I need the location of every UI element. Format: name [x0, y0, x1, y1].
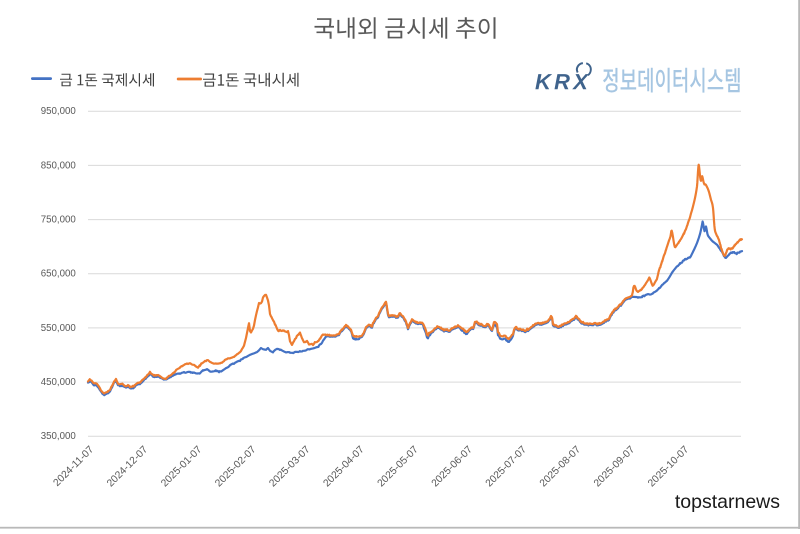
- svg-text:950,000: 950,000: [41, 106, 77, 117]
- svg-text:650,000: 650,000: [41, 269, 77, 280]
- svg-text:350,000: 350,000: [41, 431, 77, 442]
- svg-text:topstarnews: topstarnews: [675, 491, 780, 513]
- svg-text:750,000: 750,000: [41, 215, 77, 226]
- svg-text:850,000: 850,000: [41, 160, 77, 171]
- svg-text:550,000: 550,000: [41, 323, 77, 334]
- svg-text:450,000: 450,000: [41, 377, 77, 388]
